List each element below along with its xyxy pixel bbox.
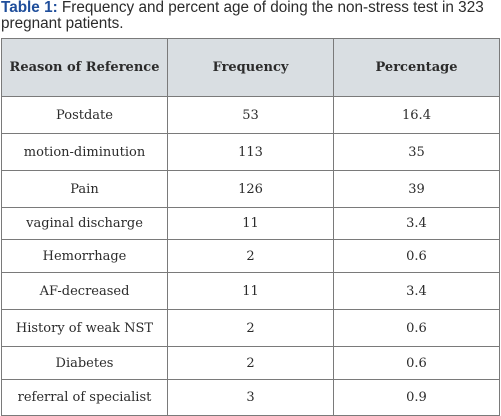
- cell-reason: vaginal discharge: [1, 207, 168, 240]
- cell-reason: History of weak NST: [1, 309, 168, 347]
- cell-reason: Hemorrhage: [1, 239, 168, 273]
- table-row: referral of specialist 3 0.9: [1, 379, 500, 416]
- cell-percentage: 0.9: [333, 379, 500, 416]
- table-row: Postdate 53 16.4: [1, 96, 500, 134]
- table-row: Pain 126 39: [1, 170, 500, 208]
- cell-frequency: 2: [167, 309, 334, 347]
- cell-frequency: 3: [167, 379, 334, 416]
- table-caption: Table 1: Frequency and percent age of do…: [1, 0, 499, 32]
- table-row: vaginal discharge 11 3.4: [1, 207, 500, 240]
- cell-reason: Postdate: [1, 96, 168, 134]
- header-frequency: Frequency: [167, 38, 334, 97]
- header-percentage: Percentage: [333, 38, 500, 97]
- cell-frequency: 2: [167, 346, 334, 380]
- table-row: AF-decreased 11 3.4: [1, 272, 500, 310]
- cell-percentage: 39: [333, 170, 500, 208]
- table-row: motion-diminution 113 35: [1, 133, 500, 171]
- cell-reason: AF-decreased: [1, 272, 168, 310]
- table-row: Hemorrhage 2 0.6: [1, 239, 500, 273]
- cell-reason: motion-diminution: [1, 133, 168, 171]
- cell-reason: referral of specialist: [1, 379, 168, 416]
- table-header-row: Reason of Reference Frequency Percentage: [1, 38, 500, 97]
- cell-percentage: 0.6: [333, 239, 500, 273]
- cell-percentage: 3.4: [333, 272, 500, 310]
- header-reason: Reason of Reference: [1, 38, 168, 97]
- cell-frequency: 113: [167, 133, 334, 171]
- cell-frequency: 53: [167, 96, 334, 134]
- table-row: Diabetes 2 0.6: [1, 346, 500, 380]
- cell-frequency: 126: [167, 170, 334, 208]
- cell-percentage: 0.6: [333, 309, 500, 347]
- table-row: History of weak NST 2 0.6: [1, 309, 500, 347]
- cell-percentage: 0.6: [333, 346, 500, 380]
- cell-frequency: 2: [167, 239, 334, 273]
- cell-reason: Diabetes: [1, 346, 168, 380]
- cell-percentage: 35: [333, 133, 500, 171]
- data-table: Reason of Reference Frequency Percentage…: [1, 38, 500, 416]
- cell-percentage: 3.4: [333, 207, 500, 240]
- cell-percentage: 16.4: [333, 96, 500, 134]
- cell-frequency: 11: [167, 272, 334, 310]
- table-caption-label: Table 1:: [1, 0, 58, 16]
- table-caption-text: Frequency and percent age of doing the n…: [1, 0, 484, 32]
- cell-frequency: 11: [167, 207, 334, 240]
- cell-reason: Pain: [1, 170, 168, 208]
